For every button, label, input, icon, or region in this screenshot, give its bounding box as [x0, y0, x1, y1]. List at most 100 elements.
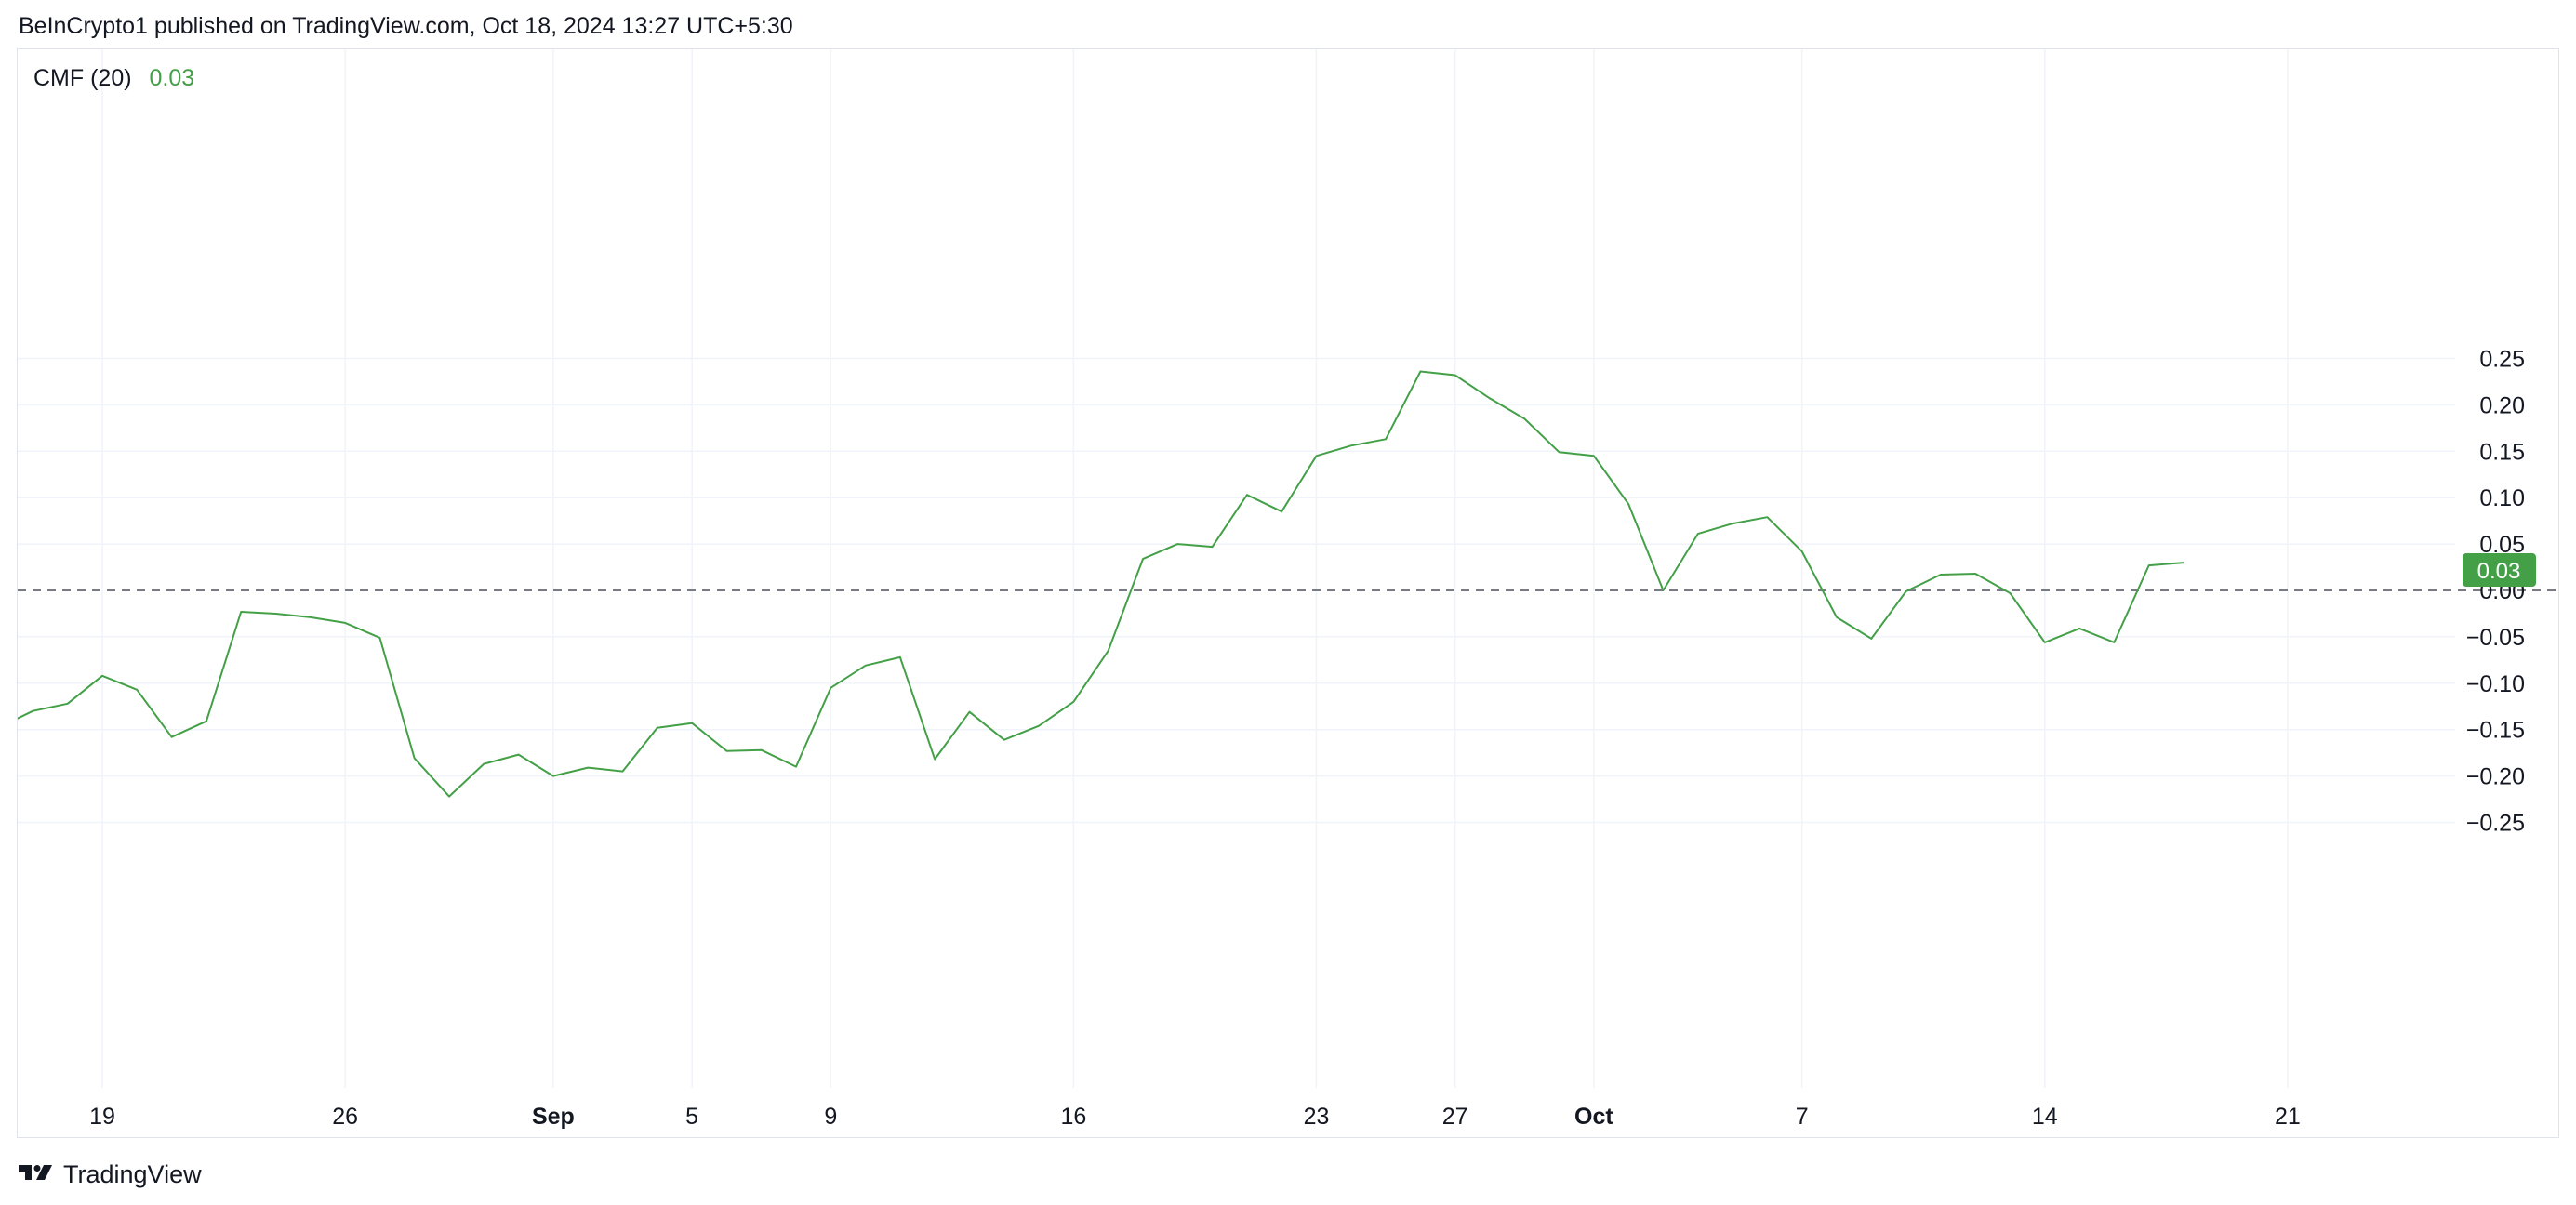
data-point-4 — [136, 689, 138, 691]
y-tick-label: −0.25 — [2466, 811, 2525, 837]
y-tick-label: 0.20 — [2479, 392, 2525, 418]
x-tick-label: 23 — [1304, 1104, 1330, 1130]
data-point-29 — [1003, 739, 1005, 741]
data-point-3 — [101, 675, 103, 677]
x-tick-label: Oct — [1574, 1104, 1613, 1130]
data-point-42 — [1454, 375, 1456, 377]
data-point-24 — [830, 687, 831, 689]
x-tick-label: 27 — [1442, 1104, 1468, 1130]
y-tick-label: 0.25 — [2479, 347, 2525, 373]
last-value-badge-bg — [2463, 553, 2536, 588]
data-point-60 — [2078, 628, 2080, 629]
data-point-6 — [206, 721, 207, 722]
data-point-19 — [657, 727, 658, 729]
data-point-53 — [1836, 616, 1838, 618]
data-point-40 — [1385, 438, 1387, 440]
data-point-16 — [552, 775, 554, 777]
data-point-61 — [2113, 642, 2115, 643]
data-point-8 — [275, 613, 277, 615]
data-point-30 — [1038, 725, 1040, 727]
data-point-15 — [518, 754, 520, 756]
data-point-57 — [1974, 573, 1976, 575]
tradingview-logo-icon[interactable] — [19, 1163, 56, 1186]
y-tick-label: 0.15 — [2479, 439, 2525, 465]
data-point-43 — [1489, 397, 1491, 399]
y-tick-label: −0.05 — [2466, 625, 2525, 651]
y-tick-label: −0.20 — [2466, 764, 2525, 790]
data-point-58 — [2010, 592, 2012, 594]
data-point-59 — [2044, 642, 2046, 643]
data-point-21 — [725, 750, 727, 752]
data-point-18 — [622, 771, 624, 773]
data-point-62 — [2148, 564, 2150, 566]
data-point-13 — [448, 796, 450, 798]
data-point-0 — [15, 719, 17, 721]
tradingview-brand[interactable]: TradingView — [63, 1160, 202, 1188]
x-tick-label: 9 — [824, 1104, 837, 1130]
footer: TradingView — [19, 1160, 202, 1189]
x-tick-label: 14 — [2032, 1104, 2058, 1130]
last-value-label: 0.03 — [2477, 559, 2521, 584]
data-point-12 — [414, 758, 416, 760]
data-point-56 — [1940, 574, 1942, 576]
series-line-0[interactable] — [16, 370, 2184, 798]
x-tick-label: 16 — [1060, 1104, 1086, 1130]
data-point-9 — [310, 616, 312, 618]
data-point-37 — [1281, 510, 1282, 512]
y-axis: 0.250.200.150.100.050.00−0.05−0.10−0.15−… — [2466, 347, 2525, 837]
data-point-1 — [32, 710, 33, 712]
data-point-39 — [1350, 444, 1352, 446]
indicator-value: 0.03 — [149, 65, 195, 91]
last-value-badge: 0.03 — [2463, 553, 2536, 588]
x-tick-label: 21 — [2275, 1104, 2301, 1130]
y-tick-label: 0.10 — [2479, 485, 2525, 511]
data-point-46 — [1593, 455, 1595, 457]
data-point-2 — [67, 703, 69, 705]
data-point-23 — [795, 766, 797, 768]
data-point-22 — [761, 749, 763, 751]
data-point-27 — [934, 759, 936, 761]
data-point-20 — [691, 722, 693, 724]
grid-lines — [18, 49, 2455, 1088]
x-tick-label: 19 — [89, 1104, 115, 1130]
x-tick-label: 5 — [685, 1104, 698, 1130]
data-point-25 — [865, 665, 867, 667]
y-tick-label: −0.10 — [2466, 671, 2525, 697]
data-point-50 — [1732, 523, 1733, 524]
chart-pane[interactable] — [17, 48, 2559, 1138]
data-point-17 — [587, 767, 589, 769]
publish-info: BeInCrypto1 published on TradingView.com… — [19, 13, 793, 39]
y-tick-label: −0.15 — [2466, 718, 2525, 744]
data-point-41 — [1419, 371, 1421, 373]
x-tick-label: Sep — [532, 1104, 575, 1130]
data-point-45 — [1559, 451, 1560, 453]
data-point-48 — [1663, 589, 1665, 591]
data-point-28 — [969, 711, 971, 713]
data-point-44 — [1523, 417, 1525, 419]
data-point-14 — [483, 763, 485, 765]
data-point-36 — [1246, 494, 1248, 496]
data-point-47 — [1627, 503, 1629, 505]
data-point-31 — [1072, 701, 1074, 703]
data-point-11 — [378, 637, 380, 639]
data-point-26 — [899, 656, 901, 658]
x-tick-label: 26 — [332, 1104, 358, 1130]
indicator-legend[interactable]: CMF (20) 0.03 — [33, 65, 194, 92]
data-point-52 — [1801, 550, 1803, 552]
data-point-54 — [1870, 638, 1872, 640]
data-point-51 — [1766, 516, 1768, 518]
x-axis: 19 26 Sep 5 9 16 23 27 Oct 7 14 21 — [89, 1104, 2301, 1130]
data-point-34 — [1176, 543, 1178, 545]
series-line — [15, 370, 2184, 798]
indicator-name[interactable]: CMF (20) — [33, 65, 132, 91]
data-point-33 — [1142, 558, 1144, 560]
x-tick-label: 7 — [1796, 1104, 1809, 1130]
data-point-32 — [1108, 650, 1109, 652]
data-point-5 — [171, 736, 173, 738]
data-point-38 — [1316, 455, 1318, 457]
data-point-55 — [1905, 590, 1907, 592]
data-point-49 — [1697, 533, 1699, 535]
data-point-7 — [240, 611, 242, 613]
data-point-10 — [344, 622, 346, 624]
